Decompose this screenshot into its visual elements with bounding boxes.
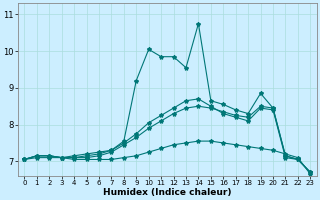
X-axis label: Humidex (Indice chaleur): Humidex (Indice chaleur) [103, 188, 232, 197]
